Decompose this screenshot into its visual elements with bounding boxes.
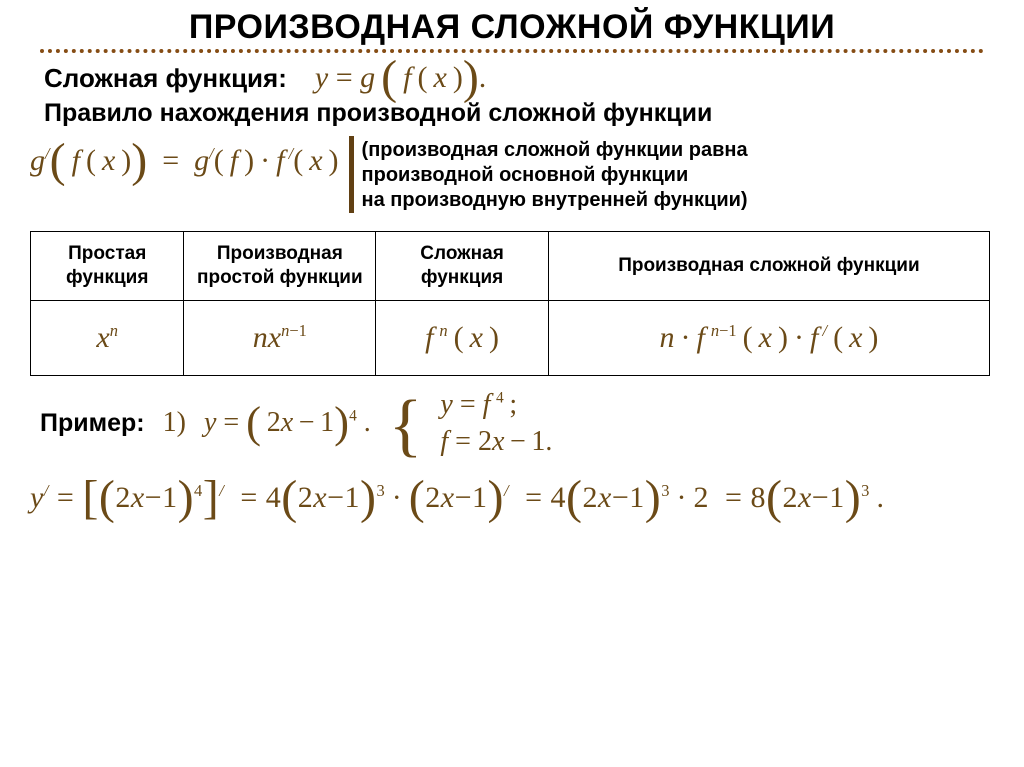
page-title: ПРОИЗВОДНАЯ СЛОЖНОЙ ФУНКЦИИ: [30, 8, 994, 47]
table-header-row: Простая функция Производная простой функ…: [31, 232, 990, 301]
slide: ПРОИЗВОДНАЯ СЛОЖНОЙ ФУНКЦИИ Сложная функ…: [0, 0, 1024, 515]
rule-subtitle: Правило нахождения производной сложной ф…: [44, 99, 994, 128]
example-number: 1): [163, 407, 186, 439]
table-row: xn nxn−1 f n ( x ) n · f n−1 ( x ) · f /…: [31, 300, 990, 375]
vertical-bar: [349, 136, 354, 213]
derivative-table: Простая функция Производная простой функ…: [30, 231, 990, 376]
table-header: Производная сложной функции: [548, 232, 989, 301]
rule-formula: g/( f ( x )) = g/( f ) · f /( x ): [30, 136, 339, 213]
complex-function-label: Сложная функция:: [44, 63, 287, 94]
example-label: Пример:: [40, 409, 145, 438]
complex-function-formula: y = g ( f ( x )).: [315, 61, 486, 95]
complex-function-row: Сложная функция: y = g ( f ( x )).: [30, 61, 994, 95]
example-row: Пример: 1) y = ( 2x − 1)4 . { y = f 4 ; …: [30, 386, 994, 462]
decomp-line1: y = f 4 ;: [440, 386, 552, 424]
table-cell: xn: [31, 300, 184, 375]
table-cell: n · f n−1 ( x ) · f / ( x ): [548, 300, 989, 375]
title-underline: [40, 49, 984, 53]
example-function: y = ( 2x − 1)4 .: [204, 407, 371, 439]
derivation-line: y/ = [(2x−1)4]/ = 4(2x−1)3 · (2x−1)/ = 4…: [30, 481, 994, 515]
example-decomposition: y = f 4 ; f = 2x − 1.: [440, 386, 552, 462]
rule-desc-line2: производной основной функции: [362, 163, 748, 188]
rule-box: g/( f ( x )) = g/( f ) · f /( x ) (произ…: [30, 136, 994, 213]
table-cell: nxn−1: [184, 300, 376, 375]
rule-desc-line3: на производную внутренней функции): [362, 188, 748, 213]
table-header: Производная простой функции: [184, 232, 376, 301]
table-header: Простая функция: [31, 232, 184, 301]
decomp-line2: f = 2x − 1.: [440, 423, 552, 461]
brace-icon: {: [389, 401, 423, 450]
table-cell: f n ( x ): [376, 300, 549, 375]
rule-desc-line1: (производная сложной функции равна: [362, 138, 748, 163]
rule-description: (производная сложной функции равна произ…: [362, 136, 748, 213]
table-header: Сложная функция: [376, 232, 549, 301]
